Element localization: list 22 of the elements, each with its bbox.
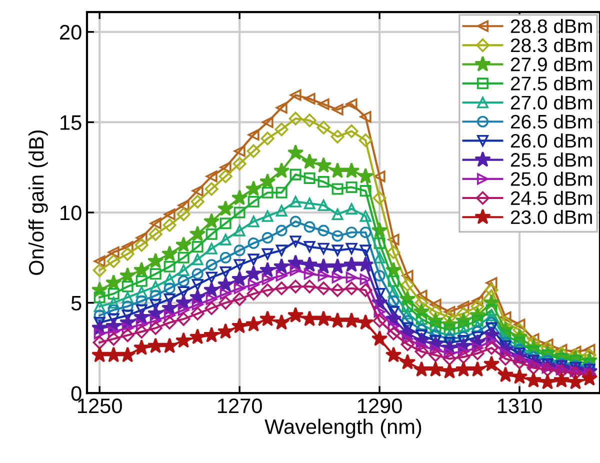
legend-label: 26.0 dBm [510, 133, 592, 148]
x-tick-label: 1310 [498, 398, 542, 414]
legend-label: 25.0 dBm [510, 172, 592, 186]
legend-label: 28.3 dBm [510, 38, 592, 52]
legend-label: 26.5 dBm [510, 114, 592, 129]
legend-label: 25.5 dBm [510, 152, 592, 167]
y-axis-title: On/off gain (dB) [28, 130, 48, 275]
x-tick-label: 1270 [218, 398, 262, 414]
y-tick-label: 0 [71, 386, 82, 401]
legend-label: 28.8 dBm [510, 18, 592, 34]
legend-label: 23.0 dBm [510, 210, 592, 224]
x-tick-label: 1290 [358, 398, 402, 414]
legend-label: 24.5 dBm [510, 190, 592, 206]
legend-label: 27.9 dBm [510, 57, 592, 72]
x-axis-title: Wavelength (nm) [264, 418, 422, 438]
legend-label: 27.5 dBm [510, 76, 592, 90]
x-tick-label: 1250 [78, 398, 122, 414]
y-tick-label: 20 [60, 24, 82, 40]
y-tick-label: 15 [60, 115, 82, 130]
legend-label: 27.0 dBm [510, 95, 592, 110]
y-tick-label: 5 [71, 296, 82, 311]
y-tick-label: 10 [60, 205, 82, 220]
